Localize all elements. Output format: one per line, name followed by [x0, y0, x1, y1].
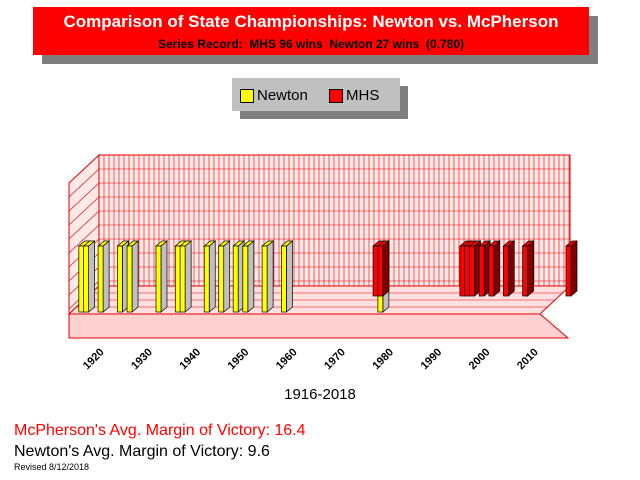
bar-newton-1938	[179, 240, 193, 313]
mhs-margin-text: McPherson's Avg. Margin of Victory: 16.4	[14, 422, 306, 439]
bar-mhs-1979	[376, 240, 390, 297]
grid-line-left-wall	[68, 224, 100, 254]
legend-swatch-newton	[240, 88, 254, 103]
bar-newton-1943	[203, 240, 217, 313]
bar-mhs-2009	[521, 240, 535, 297]
bar-mhs-2018	[565, 240, 578, 297]
bar-mhs-2005	[502, 240, 516, 297]
bar-mhs-2002	[487, 240, 501, 297]
bar-newton-1921	[97, 240, 111, 313]
x-tick-label: 1960	[274, 346, 300, 372]
chart-floor-edge	[68, 313, 570, 339]
grid-line-left-wall	[68, 196, 100, 226]
legend-item-newton: Newton	[240, 87, 308, 104]
chart-title: Comparison of State Championships: Newto…	[63, 12, 559, 31]
bar-newton-1933	[155, 240, 168, 313]
revised-date: Revised 8/12/2018	[14, 462, 90, 472]
grid-line-left-wall	[68, 210, 100, 240]
legend-label-newton: Newton	[257, 87, 308, 104]
chart-subtitle: Series Record: MHS 96 wins Newton 27 win…	[157, 37, 465, 51]
grid-line-left-wall	[68, 182, 100, 212]
x-tick-label: 1930	[129, 346, 155, 372]
legend-swatch-mhs	[329, 88, 343, 103]
legend: Newton MHS	[232, 78, 400, 111]
grid-line-left-wall	[68, 168, 100, 198]
legend-item-mhs: MHS	[329, 87, 379, 104]
x-tick-label: 1920	[81, 346, 107, 372]
bar-newton-1946	[217, 240, 231, 313]
chart-title-box: Comparison of State Championships: Newto…	[33, 7, 589, 55]
x-tick-label: 1990	[419, 346, 445, 372]
x-tick-label: 1970	[322, 346, 348, 372]
bar-newton-1927	[126, 240, 140, 313]
bar-newton-1959	[280, 240, 294, 313]
chart-plot: 1920 1930 1940 1950 1960 1970 1980 1990 2000 2010	[67, 153, 578, 372]
x-tick-label: 2000	[467, 346, 493, 372]
bar-newton-1955	[261, 240, 275, 313]
bar-newton-1918	[82, 240, 96, 313]
newton-margin-text: Newton's Avg. Margin of Victory: 9.6	[14, 443, 270, 460]
x-tick-label: 1980	[370, 346, 396, 372]
x-axis-label: 1916-2018	[284, 386, 356, 403]
bar-newton-1951	[241, 240, 255, 313]
x-tick-label: 1950	[226, 346, 252, 372]
legend-label-mhs: MHS	[346, 87, 380, 104]
x-tick-label: 2010	[515, 346, 541, 372]
x-tick-label: 1940	[177, 346, 203, 372]
